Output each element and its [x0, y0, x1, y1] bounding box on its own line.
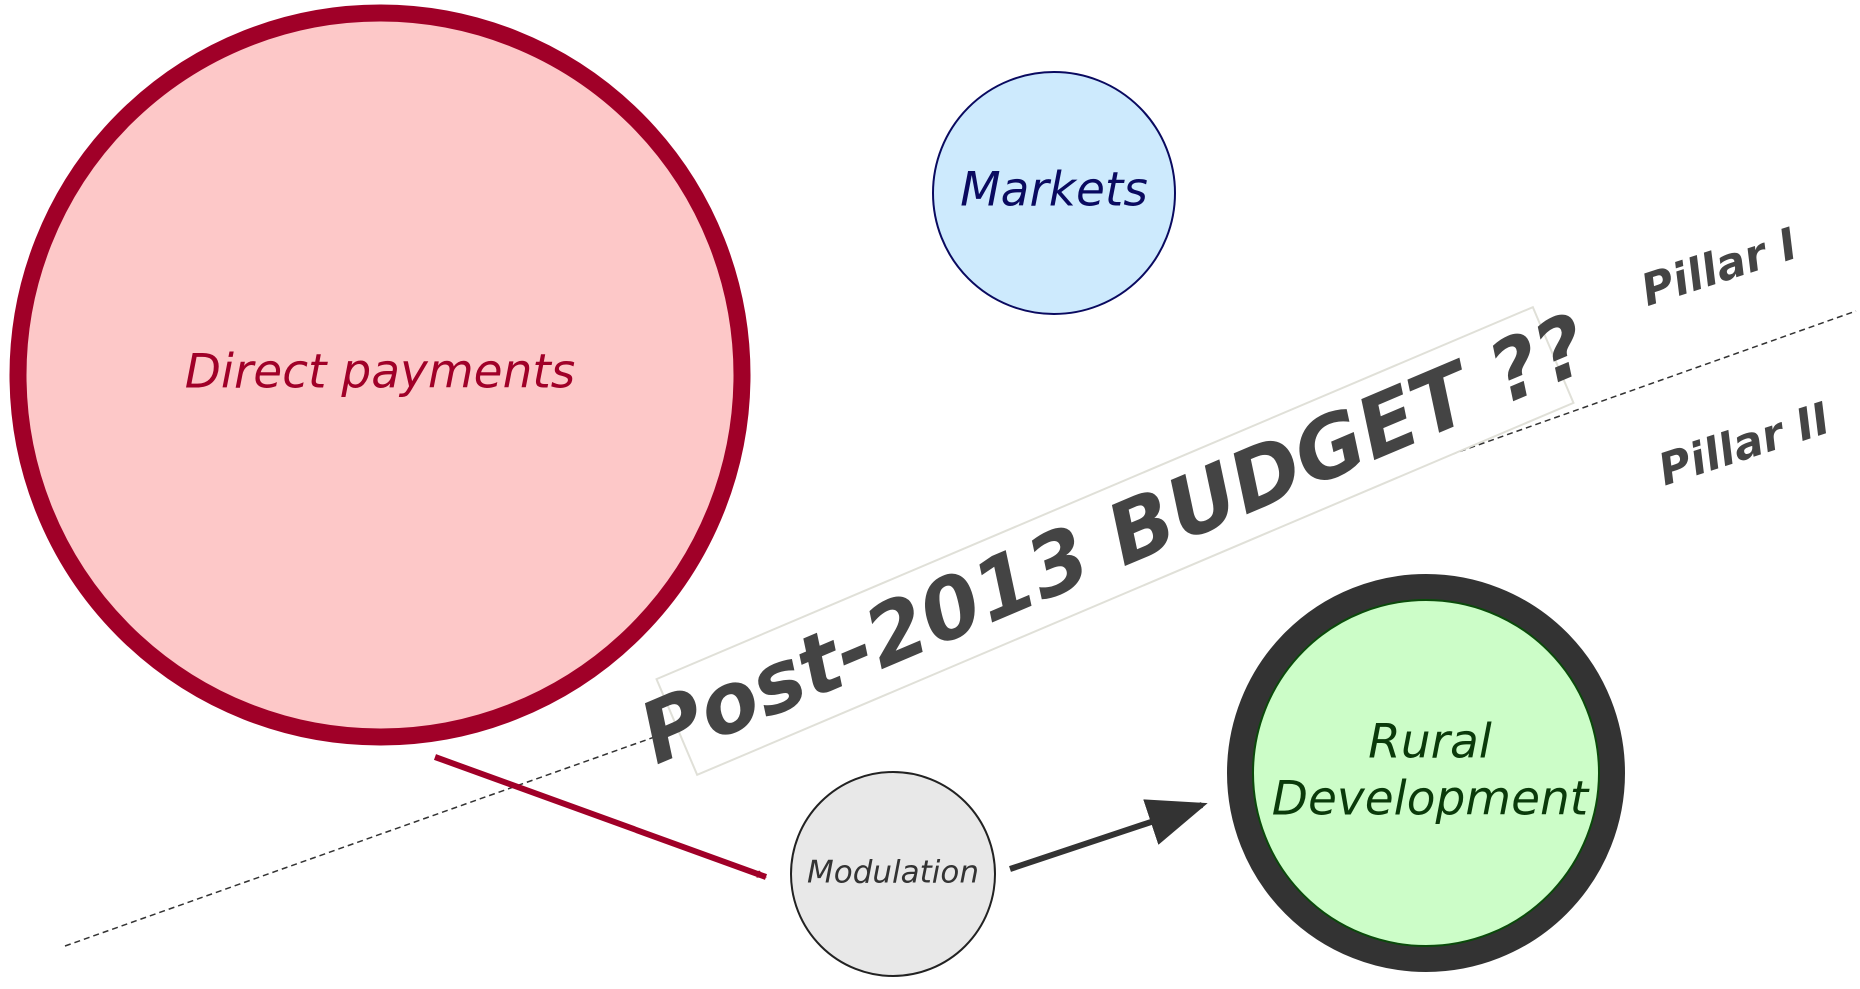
- arrow: [433, 754, 768, 880]
- node-label: Direct payments: [185, 345, 576, 400]
- direct-payments-circle: [9, 4, 751, 746]
- markets-circle: [932, 71, 1176, 315]
- node-label: Markets: [960, 163, 1148, 218]
- node-label: Modulation: [807, 855, 979, 891]
- pillar-label: Pillar I: [1635, 219, 1803, 317]
- rural-development-inner: [1252, 599, 1600, 947]
- banner-box: [655, 305, 1575, 777]
- arrow: [1009, 799, 1208, 872]
- node-label: Development: [1272, 772, 1590, 827]
- node-label: Rural: [1368, 715, 1492, 770]
- rural-development-circle: [1227, 574, 1625, 972]
- pillar-label: Pillar II: [1652, 393, 1836, 496]
- modulation-circle: [790, 771, 996, 977]
